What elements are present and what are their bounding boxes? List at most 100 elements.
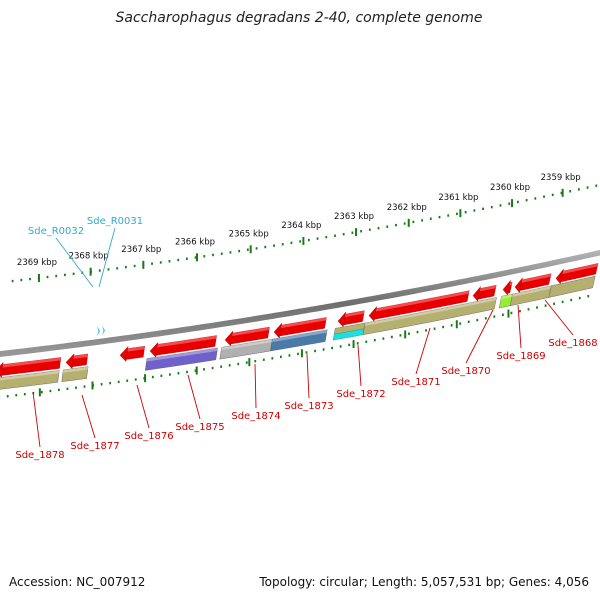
tick-mark (342, 233, 345, 236)
tick-mark (339, 345, 342, 348)
tick-mark (6, 395, 9, 398)
cog-band (362, 297, 497, 336)
tick-mark (133, 264, 136, 268)
kbp-tick-label: 2362 kbp (387, 203, 427, 213)
tick-mark (325, 235, 328, 239)
major-tick-mark (142, 260, 145, 269)
tick-mark (177, 258, 180, 262)
tick-mark (254, 359, 257, 363)
tick-mark (160, 374, 163, 377)
tick-mark (425, 329, 427, 332)
cog-band (61, 366, 89, 382)
tick-mark (314, 349, 316, 353)
tick-mark (473, 209, 476, 212)
rna-marker (102, 325, 105, 336)
gene-arrow-sde_1878-head (0, 361, 4, 378)
tick-mark (245, 361, 248, 364)
tick-mark (55, 274, 58, 278)
cog-band-highlight (364, 297, 497, 326)
cog-band-highlight (500, 293, 514, 300)
tick-mark (305, 351, 308, 354)
tick-mark (264, 245, 267, 249)
gene-arrow-sde_1876-highlight (127, 346, 145, 352)
tick-mark (587, 294, 590, 298)
tick-mark (467, 320, 470, 324)
tick-mark (49, 389, 52, 393)
tick-mark (348, 343, 351, 347)
tick-mark (124, 265, 127, 269)
tick-mark (560, 191, 563, 195)
tick-mark (438, 215, 441, 219)
tick-mark (116, 267, 119, 270)
gene-label-sde_1870: Sde_1870 (441, 366, 490, 377)
tick-mark (246, 248, 249, 251)
tick-mark (331, 346, 334, 350)
tick-mark (29, 277, 31, 281)
tick-mark (279, 355, 282, 359)
major-tick-mark (248, 358, 251, 367)
tick-mark (322, 348, 325, 351)
tick-mark (186, 370, 188, 374)
tick-mark (237, 362, 240, 366)
tick-mark (351, 231, 354, 234)
tick-mark (368, 228, 371, 231)
tick-mark (83, 385, 86, 388)
leader-line (136, 384, 150, 429)
leader-line (357, 344, 362, 387)
tick-mark (386, 225, 389, 228)
tick-mark (288, 354, 291, 357)
gene-arrow-sde_1877-highlight (73, 353, 88, 359)
tick-mark (482, 207, 484, 211)
accession-text: Accession: NC_007912 (9, 575, 145, 589)
tick-mark (429, 217, 432, 220)
tick-mark (316, 237, 319, 240)
major-tick-mark (407, 218, 410, 227)
kbp-tick-label: 2367 kbp (121, 245, 161, 255)
tick-mark (255, 247, 258, 250)
major-tick-mark (355, 228, 358, 237)
tick-mark (421, 219, 423, 222)
gene-arrow-offscreen-highlight (562, 263, 599, 275)
tick-mark (534, 197, 537, 200)
tick-mark (262, 358, 265, 361)
cog-band (548, 275, 596, 298)
major-tick-mark (459, 209, 462, 218)
tick-mark (490, 205, 493, 209)
gene-arrow-offscreen-head (555, 269, 564, 285)
tick-mark (169, 373, 171, 376)
tick-mark (510, 311, 513, 315)
leader-line (32, 391, 41, 448)
kbp-tick-label: 2369 kbp (17, 258, 57, 268)
tick-mark (212, 253, 214, 257)
gene-arrow-sde_1870-head (472, 286, 481, 302)
leader-line (465, 309, 494, 364)
kbp-tick-labels: 2369 kbp 2368 kbp 2367 kbp 2366 kbp 2365 kbp… (17, 173, 581, 268)
tick-mark (220, 252, 223, 255)
rna-label-sde_r0032: Sde_R0032 (28, 226, 84, 237)
tick-mark (58, 388, 60, 392)
tick-mark (464, 210, 467, 214)
major-tick-mark (300, 349, 303, 358)
tick-mark (75, 386, 77, 389)
tick-mark (365, 340, 368, 343)
gene-track (0, 263, 599, 378)
cog-band-highlight (146, 347, 218, 362)
tick-mark (220, 365, 223, 368)
gene-arrow-sde_1877-head (65, 353, 75, 370)
gene-arrow-sde_1872-head (337, 311, 347, 328)
tick-mark (395, 223, 397, 227)
major-tick-mark (561, 188, 564, 197)
cog-band (270, 329, 328, 352)
gene-label-sde_1871: Sde_1871 (391, 377, 440, 388)
gene-arrow-sde_1878-highlight (2, 357, 61, 368)
kbp-tick-label: 2360 kbp (490, 183, 530, 193)
tick-mark (356, 342, 359, 345)
tick-mark (525, 199, 528, 202)
major-tick-mark (38, 388, 41, 397)
tick-mark (373, 338, 376, 342)
cog-track (0, 275, 596, 390)
kbp-tick-label: 2359 kbp (541, 173, 581, 183)
tick-mark (408, 332, 410, 335)
tick-mark (544, 304, 547, 307)
genome-backbone (0, 249, 600, 357)
